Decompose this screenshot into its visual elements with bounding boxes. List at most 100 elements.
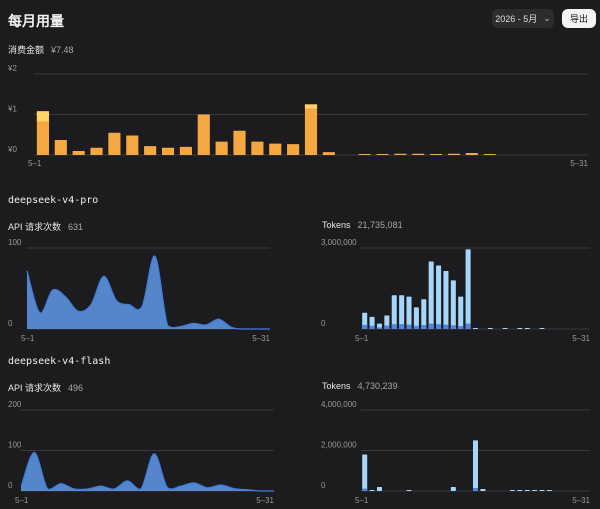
month-selector[interactable]: 2026 - 5月 ⌄ — [492, 9, 554, 28]
flash-tokens-value: 4,730,239 — [357, 381, 398, 391]
bar — [358, 154, 371, 155]
bar — [502, 328, 508, 329]
bar-base-segment — [413, 325, 419, 329]
x-end-label: 5–31 — [572, 334, 590, 343]
pro-requests-label: API 请求次数 — [8, 222, 62, 232]
flash-requests-label-group: API 请求次数 496 — [8, 381, 83, 394]
bar — [539, 328, 545, 329]
area-fill — [27, 255, 270, 329]
bar — [251, 141, 264, 155]
bar — [465, 152, 478, 155]
x-end-label: 5–31 — [256, 496, 274, 505]
export-button[interactable]: 导出 — [562, 9, 596, 28]
bar — [450, 280, 456, 329]
pro-requests-value: 631 — [68, 222, 84, 232]
pro-tokens-label: Tokens — [322, 220, 351, 230]
x-start-label: 5–1 — [15, 496, 29, 505]
bar-highlight — [36, 111, 50, 122]
y-tick-label: 0 — [321, 481, 326, 490]
y-tick-label: 2,000,000 — [321, 441, 357, 450]
bar — [394, 153, 407, 155]
bar — [144, 146, 157, 155]
bar — [179, 146, 192, 155]
area-line — [20, 451, 275, 492]
month-selector-value: 2026 - 5月 — [495, 14, 538, 24]
bar — [517, 328, 523, 329]
cost-value: ¥7.48 — [51, 45, 74, 55]
bar — [436, 265, 442, 329]
bar — [421, 299, 427, 329]
x-start-label: 5–1 — [28, 159, 42, 168]
pro-requests-label-group: API 请求次数 631 — [8, 220, 83, 233]
bar-base-segment — [472, 487, 479, 491]
bar — [369, 489, 375, 491]
flash-tokens-chart: 4,000,000 2,000,000 0 5–1 5–31 — [321, 400, 591, 505]
pro-tokens-chart: 3,000,000 0 5–1 5–31 — [321, 238, 591, 343]
pro-tokens-value: 21,735,081 — [357, 220, 403, 230]
x-end-label: 5–31 — [572, 496, 590, 505]
bar — [412, 153, 425, 155]
bar-base-segment — [436, 324, 442, 329]
bar — [197, 114, 210, 155]
pro-tokens-label-group: Tokens 21,735,081 — [322, 220, 403, 230]
bar — [483, 154, 496, 155]
x-start-label: 5–1 — [21, 334, 35, 343]
cost-label-group: 消费金额 ¥7.48 — [8, 43, 74, 56]
y-tick-label: 200 — [8, 400, 22, 409]
flash-requests-label: API 请求次数 — [8, 383, 62, 393]
bar-base-segment — [465, 323, 471, 329]
bar — [524, 328, 530, 329]
bar-base-segment — [362, 488, 368, 491]
page-title: 每月用量 — [8, 13, 64, 29]
bar — [215, 141, 228, 155]
chevron-down-icon: ⌄ — [543, 13, 551, 23]
bar — [90, 147, 103, 155]
bar-base-segment — [406, 324, 412, 329]
bar — [376, 154, 389, 155]
bar — [72, 150, 85, 155]
cost-chart: ¥2 ¥1 ¥0 5–1 5–31 — [7, 64, 589, 168]
bar — [428, 261, 434, 329]
bar — [447, 153, 461, 155]
bar-base-segment — [376, 327, 382, 329]
y-tick-label: 100 — [8, 441, 22, 450]
bar — [465, 249, 471, 329]
x-start-label: 5–1 — [355, 334, 369, 343]
flash-requests-chart: 200 100 05–1 5–31 — [8, 400, 275, 505]
bar — [304, 104, 318, 155]
bar — [287, 144, 300, 155]
bar — [472, 328, 479, 329]
y-tick-label: 4,000,000 — [321, 400, 357, 409]
bar — [524, 490, 530, 491]
bar — [161, 147, 175, 155]
y-tick-label: ¥0 — [7, 145, 17, 154]
y-tick-label: 0 — [8, 481, 13, 490]
y-tick-label: 0 — [321, 319, 326, 328]
bar — [443, 270, 449, 329]
y-tick-label: ¥2 — [7, 64, 17, 73]
bar — [472, 440, 479, 491]
bar — [269, 143, 282, 155]
bar — [480, 488, 486, 491]
pro-requests-chart: 100 0 5–1 5–31 — [8, 238, 271, 343]
bar-base-segment — [421, 324, 427, 329]
y-tick-label: 0 — [8, 319, 13, 328]
y-tick-label: 3,000,000 — [321, 238, 357, 247]
x-start-label: 5–1 — [355, 496, 369, 505]
bar — [430, 154, 443, 155]
flash-tokens-label-group: Tokens 4,730,239 — [322, 381, 398, 391]
bar-base-segment — [443, 324, 449, 329]
bar — [406, 296, 412, 329]
bar — [406, 490, 412, 491]
bar — [233, 130, 246, 155]
y-tick-label: ¥1 — [7, 105, 17, 114]
flash-requests-value: 496 — [68, 383, 84, 393]
bar — [539, 490, 545, 491]
area-line — [26, 255, 271, 330]
bar-base-segment — [428, 323, 434, 329]
bar — [458, 296, 464, 329]
bar — [376, 486, 382, 491]
bar — [517, 490, 523, 491]
bar — [322, 152, 335, 155]
bar-base-segment — [399, 324, 405, 329]
